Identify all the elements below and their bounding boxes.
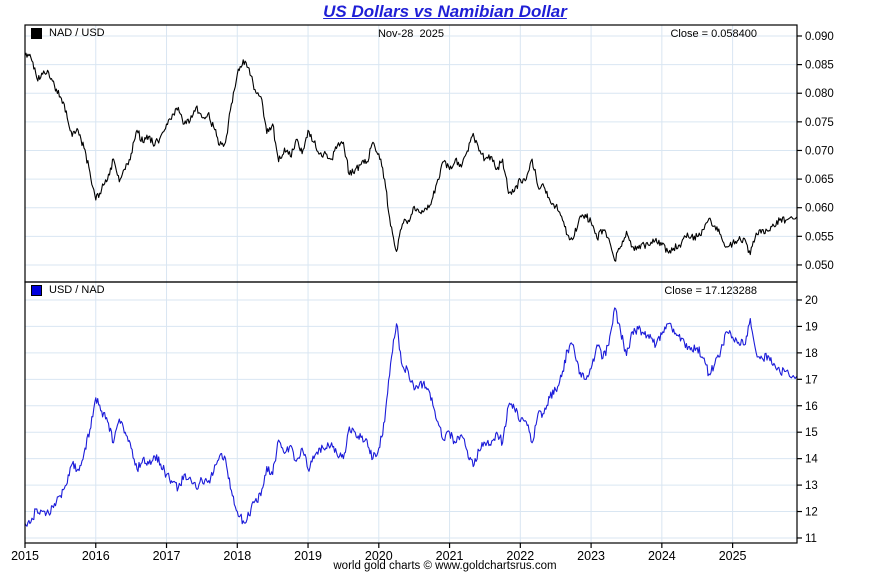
nad-usd-ytick-label: 0.065 xyxy=(805,174,834,186)
x-axis-year-label: 2017 xyxy=(153,549,181,563)
nad-usd-line-path xyxy=(24,52,798,262)
usd-nad-ytick-label: 13 xyxy=(805,480,818,492)
x-axis-year-label: 2022 xyxy=(506,549,534,563)
usd-nad-ytick-label: 15 xyxy=(805,427,818,439)
usd-nad-panel-border xyxy=(24,281,798,544)
x-axis-year-label: 2015 xyxy=(11,549,39,563)
usd-nad-ytick-label: 18 xyxy=(805,348,818,360)
nad-usd-ytick-label: 0.085 xyxy=(805,60,834,72)
x-axis-year-label: 2018 xyxy=(223,549,251,563)
x-axis-year-label: 2023 xyxy=(577,549,605,563)
nad-usd-ytick-label: 0.070 xyxy=(805,145,834,157)
x-axis-year-label: 2025 xyxy=(719,549,747,563)
usd-nad-ytick-label: 17 xyxy=(805,374,818,386)
usd-nad-line-path xyxy=(24,307,798,527)
x-axis-year-label: 2021 xyxy=(436,549,464,563)
x-axis-year-label: 2016 xyxy=(82,549,110,563)
usd-nad-ytick-label: 20 xyxy=(805,295,818,307)
nad-usd-ytick-label: 0.090 xyxy=(805,31,834,43)
x-axis-year-label: 2020 xyxy=(365,549,393,563)
usd-nad-ytick-label: 16 xyxy=(805,401,818,413)
nad-usd-ytick-label: 0.055 xyxy=(805,231,834,243)
nad-usd-ytick-label: 0.060 xyxy=(805,203,834,215)
nad-usd-ytick-label: 0.075 xyxy=(805,117,834,129)
usd-nad-ytick-label: 14 xyxy=(805,454,818,466)
nad-usd-ytick-label: 0.050 xyxy=(805,260,834,272)
x-axis-year-label: 2019 xyxy=(294,549,322,563)
usd-nad-ytick-label: 12 xyxy=(805,507,818,519)
usd-nad-ytick-label: 11 xyxy=(805,533,817,545)
x-axis-year-label: 2024 xyxy=(648,549,676,563)
nad-usd-ytick-label: 0.080 xyxy=(805,88,834,100)
usd-nad-ytick-label: 19 xyxy=(805,321,818,333)
